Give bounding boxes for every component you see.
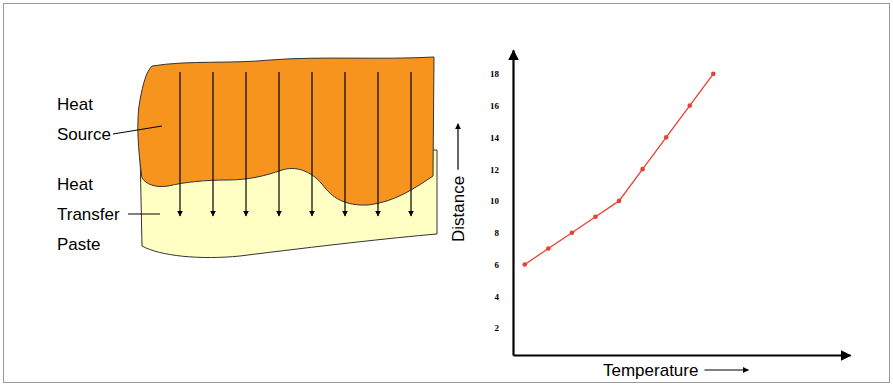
leader-line [113,126,162,134]
leader-line [128,214,160,215]
y-tick: 2 [495,323,514,333]
y-tick: 12 [490,165,513,175]
y-tick: 6 [495,260,514,270]
heat-source-label: Heat [57,95,93,114]
y-title-arrow [457,124,458,170]
x-axis [514,355,851,356]
frame [4,4,890,383]
y-tick-label: 4 [495,292,500,302]
y-axis-title: Distance [449,176,468,242]
data-point [570,230,575,235]
figure: Heat Source Heat Transfer Paste 2 4 6 8 10 12 14 16 1… [0,0,893,387]
heat-arrow [245,72,246,216]
heat-arrow [410,72,411,216]
y-tick-label: 10 [490,196,500,206]
diagram: Heat Source Heat Transfer Paste [57,57,437,258]
y-tick-label: 2 [495,323,500,333]
heat-arrow [212,72,213,216]
heat-source-label: Source [57,125,111,144]
heat-source-shape [138,57,434,205]
axis-line [512,51,514,356]
data-point [617,199,622,204]
data-point [546,246,551,251]
y-tick: 18 [490,69,513,79]
y-tick-label: 12 [490,165,500,175]
chart: 2 4 6 8 10 12 14 16 18 Temperature Distance [449,51,851,381]
y-tick: 10 [490,196,513,206]
y-tick-label: 16 [490,101,500,111]
heat-arrow [344,72,345,216]
data-point [664,135,669,140]
data-line [525,74,714,265]
y-tick: 4 [495,292,514,302]
paste-label: Transfer [57,205,120,224]
paste-label: Paste [57,235,100,254]
y-tick-label: 18 [490,69,500,79]
heat-arrow [377,72,378,216]
plot-area [522,72,715,267]
paste-label: Heat [57,175,93,194]
x-axis-title: Temperature [603,361,698,380]
axis-line [514,354,851,356]
x-title-arrow [704,369,748,370]
y-tick: 14 [490,133,513,143]
heat-arrow [179,72,180,216]
y-tick-label: 14 [490,133,500,143]
data-point [522,262,527,267]
y-tick: 8 [495,228,514,238]
heat-arrows [180,72,411,216]
heat-arrow [278,72,279,216]
y-tick-label: 6 [495,260,500,270]
data-point [593,214,598,219]
y-axis: 2 4 6 8 10 12 14 16 18 [490,51,514,356]
data-point [711,72,716,77]
y-tick-label: 8 [495,228,500,238]
data-point [687,103,692,108]
y-tick: 16 [490,101,513,111]
heat-arrow [311,72,312,216]
data-point [640,167,645,172]
